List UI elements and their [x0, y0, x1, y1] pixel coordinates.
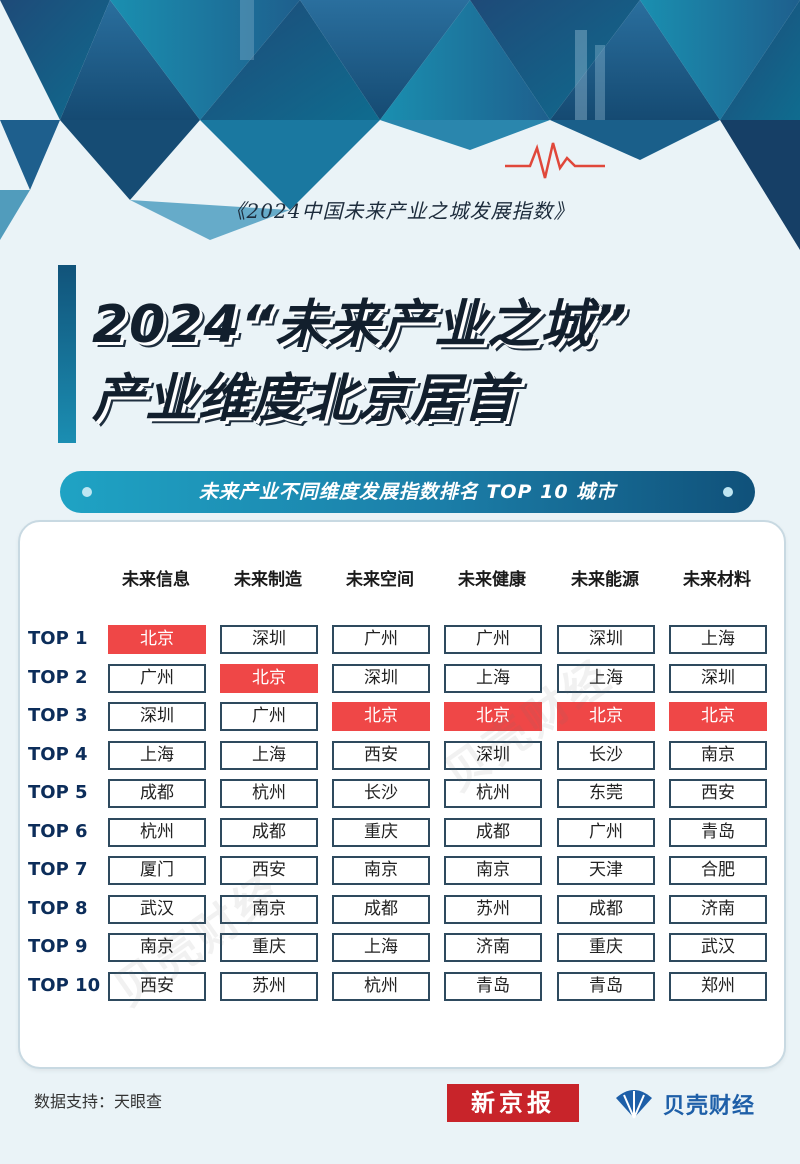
city-cell: 南京	[332, 856, 430, 885]
city-cell: 深圳	[108, 702, 206, 731]
city-cell: 武汉	[108, 895, 206, 924]
rank-label: TOP 10	[28, 975, 101, 996]
report-subtitle: 《2024中国未来产业之城发展指数》	[225, 199, 575, 223]
city-cell: 重庆	[220, 933, 318, 962]
data-source-note: 数据支持：天眼查	[34, 1092, 163, 1111]
city-cell: 济南	[669, 895, 767, 924]
city-cell: 西安	[332, 741, 430, 770]
column-header: 未来制造	[234, 570, 302, 590]
city-cell-highlight: 北京	[220, 664, 318, 693]
city-cell: 西安	[220, 856, 318, 885]
city-cell: 武汉	[669, 933, 767, 962]
rank-label: TOP 7	[28, 859, 88, 880]
city-cell: 郑州	[669, 972, 767, 1001]
rank-label: TOP 1	[28, 628, 88, 649]
city-cell: 苏州	[220, 972, 318, 1001]
city-cell: 广州	[220, 702, 318, 731]
main-title-line2: 产业维度北京居首	[92, 369, 517, 429]
rank-label: TOP 5	[28, 782, 88, 803]
city-cell: 厦门	[108, 856, 206, 885]
city-cell: 西安	[669, 779, 767, 808]
city-cell: 广州	[332, 625, 430, 654]
city-cell: 上海	[444, 664, 542, 693]
section-title-pill: 未来产业不同维度发展指数排名 TOP 10 城市	[60, 471, 755, 513]
city-cell: 成都	[444, 818, 542, 847]
pill-dot-right	[723, 487, 733, 497]
city-cell: 长沙	[332, 779, 430, 808]
city-cell: 上海	[108, 741, 206, 770]
city-cell: 成都	[108, 779, 206, 808]
rank-label: TOP 8	[28, 898, 88, 919]
city-cell: 广州	[444, 625, 542, 654]
city-cell: 杭州	[332, 972, 430, 1001]
city-cell: 成都	[220, 818, 318, 847]
xinjingbao-logo: 新京报	[447, 1084, 579, 1122]
city-cell: 上海	[669, 625, 767, 654]
column-header: 未来信息	[122, 570, 190, 590]
city-cell: 杭州	[108, 818, 206, 847]
column-header: 未来材料	[683, 570, 751, 590]
city-cell: 重庆	[332, 818, 430, 847]
pill-dot-left	[82, 487, 92, 497]
rank-label: TOP 4	[28, 744, 88, 765]
city-cell: 济南	[444, 933, 542, 962]
city-cell: 南京	[220, 895, 318, 924]
shell-logo-icon	[616, 1090, 652, 1119]
rank-label: TOP 3	[28, 705, 88, 726]
city-cell: 长沙	[557, 741, 655, 770]
city-cell: 上海	[220, 741, 318, 770]
rank-label: TOP 9	[28, 936, 88, 957]
city-cell: 深圳	[557, 625, 655, 654]
city-cell-highlight: 北京	[108, 625, 206, 654]
city-cell-highlight: 北京	[444, 702, 542, 731]
rank-label: TOP 2	[28, 667, 88, 688]
city-cell: 深圳	[669, 664, 767, 693]
city-cell: 深圳	[444, 741, 542, 770]
section-title: 未来产业不同维度发展指数排名 TOP 10 城市	[198, 481, 617, 503]
city-cell: 青岛	[557, 972, 655, 1001]
column-header: 未来健康	[458, 570, 526, 590]
city-cell: 合肥	[669, 856, 767, 885]
city-cell: 杭州	[220, 779, 318, 808]
column-header: 未来能源	[571, 570, 639, 590]
city-cell: 南京	[444, 856, 542, 885]
city-cell-highlight: 北京	[669, 702, 767, 731]
beike-caijing-logo: 贝壳财经	[663, 1094, 756, 1119]
city-cell: 西安	[108, 972, 206, 1001]
city-cell: 上海	[332, 933, 430, 962]
city-cell: 东莞	[557, 779, 655, 808]
main-title-line1: 2024“未来产业之城”	[92, 295, 628, 355]
city-cell: 成都	[332, 895, 430, 924]
rank-label: TOP 6	[28, 821, 88, 842]
city-cell: 苏州	[444, 895, 542, 924]
city-cell: 上海	[557, 664, 655, 693]
city-cell: 重庆	[557, 933, 655, 962]
city-cell: 广州	[108, 664, 206, 693]
city-cell: 广州	[557, 818, 655, 847]
header-banner	[0, 0, 800, 260]
city-cell-highlight: 北京	[557, 702, 655, 731]
pulse-line-icon	[505, 142, 605, 179]
column-header: 未来空间	[346, 570, 414, 590]
city-cell: 青岛	[669, 818, 767, 847]
city-cell: 天津	[557, 856, 655, 885]
city-cell: 南京	[108, 933, 206, 962]
title-accent-bar	[58, 265, 76, 443]
city-cell: 深圳	[332, 664, 430, 693]
city-cell: 杭州	[444, 779, 542, 808]
city-cell: 南京	[669, 741, 767, 770]
city-cell: 深圳	[220, 625, 318, 654]
city-cell: 成都	[557, 895, 655, 924]
city-cell-highlight: 北京	[332, 702, 430, 731]
city-cell: 青岛	[444, 972, 542, 1001]
